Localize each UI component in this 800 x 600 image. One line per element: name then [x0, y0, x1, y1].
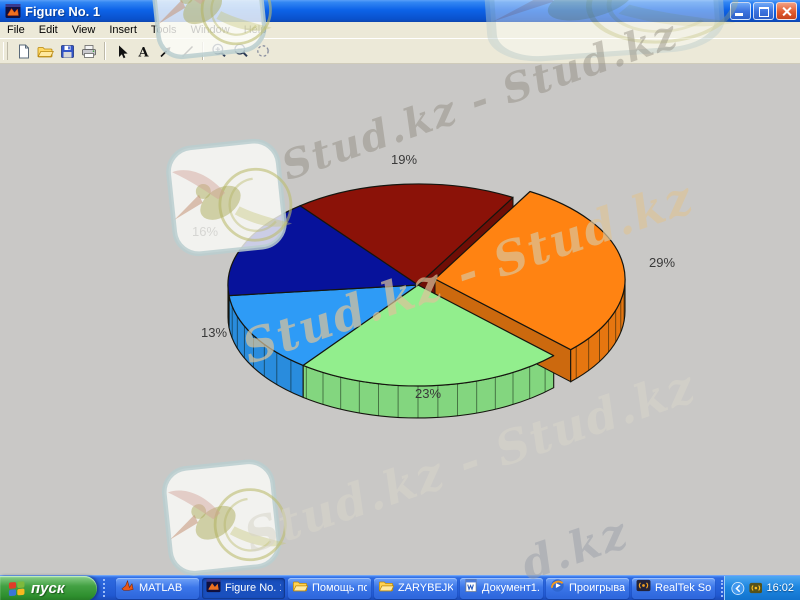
quicklaunch-separator[interactable]	[103, 579, 111, 597]
taskbar-button-label: Помощь по...	[312, 582, 367, 594]
pie-label-23%: 23%	[415, 386, 441, 401]
toolbar-grip[interactable]	[3, 42, 8, 60]
start-button[interactable]: пуск	[0, 575, 97, 600]
menu-item-file[interactable]: File	[7, 24, 25, 36]
realtek-icon	[636, 579, 651, 597]
window-title: Figure No. 1	[25, 3, 101, 19]
folder-icon	[292, 579, 309, 598]
taskbar-button-5[interactable]: Проигрыва...	[546, 577, 629, 599]
menu-item-window[interactable]: Window	[190, 24, 230, 36]
pie-label-13%: 13%	[201, 325, 227, 340]
close-button[interactable]	[776, 2, 797, 20]
taskbar-button-3[interactable]: ZARYBEJKA	[374, 577, 457, 599]
folder-icon	[378, 579, 395, 598]
taskbar-button-0[interactable]: MATLAB	[116, 577, 199, 599]
system-tray: 16:02	[724, 576, 800, 600]
minimize-button[interactable]	[730, 2, 751, 20]
pie3d-chart[interactable]: 19% 29% 23% 13% 16%	[0, 64, 800, 575]
taskbar-button-label: Проигрыва...	[569, 582, 625, 594]
taskbar: пуск MATLAB Figure No. 1 Помощь по... ZARYB…	[0, 575, 800, 600]
start-label: пуск	[31, 579, 65, 597]
new-figure-icon[interactable]	[12, 41, 34, 62]
taskbar-button-label: Документ1...	[482, 582, 539, 594]
menu-item-insert[interactable]: Insert	[109, 24, 137, 36]
taskbar-button-label: RealTek So...	[655, 582, 711, 594]
rotate3d-icon[interactable]	[252, 41, 274, 62]
word-doc-icon	[464, 578, 478, 598]
arrow-cursor-icon[interactable]	[110, 41, 132, 62]
tray-separator	[721, 580, 723, 597]
window-titlebar[interactable]: Figure No. 1	[0, 0, 800, 22]
taskbar-button-6[interactable]: RealTek So...	[632, 577, 715, 599]
windows-flag-icon	[8, 580, 25, 596]
toolbar: A	[0, 39, 800, 64]
pie-label-19%: 19%	[391, 152, 417, 167]
pie-label-29%: 29%	[649, 255, 675, 270]
menu-item-help[interactable]: Help	[243, 24, 267, 36]
text-tool-icon[interactable]: A	[132, 41, 154, 62]
toolbar-separator	[202, 42, 204, 60]
close-icon	[777, 3, 796, 19]
toolbar-separator	[104, 42, 106, 60]
taskbar-button-label: MATLAB	[139, 582, 183, 594]
pie-label-16%: 16%	[192, 224, 218, 239]
print-icon[interactable]	[78, 41, 100, 62]
clock: 16:02	[766, 582, 794, 594]
taskbar-button-4[interactable]: Документ1...	[460, 577, 543, 599]
save-icon[interactable]	[56, 41, 78, 62]
taskbar-buttons: MATLAB Figure No. 1 Помощь по... ZARYBEJKA Д…	[116, 577, 715, 599]
taskbar-button-2[interactable]: Помощь по...	[288, 577, 371, 599]
media-player-icon	[550, 578, 565, 598]
figure-canvas[interactable]: 19% 29% 23% 13% 16%	[0, 64, 800, 575]
figure-icon	[206, 578, 221, 598]
realtek-sound-icon[interactable]	[749, 581, 763, 595]
svg-text:A: A	[137, 45, 149, 60]
menu-item-tools[interactable]: Tools	[150, 24, 177, 36]
restore-icon	[759, 7, 769, 17]
menu-item-edit[interactable]: Edit	[38, 24, 58, 36]
minimize-icon	[735, 13, 743, 16]
menu-item-view[interactable]: View	[71, 24, 96, 36]
collapse-chevron-icon[interactable]	[731, 581, 745, 596]
matlab-icon	[120, 578, 135, 598]
zoom-out-icon[interactable]	[230, 41, 252, 62]
taskbar-button-1[interactable]: Figure No. 1	[202, 577, 285, 599]
open-icon[interactable]	[34, 41, 56, 62]
matlab-figure-icon	[5, 4, 21, 18]
zoom-in-icon[interactable]	[208, 41, 230, 62]
taskbar-button-label: Figure No. 1	[225, 582, 281, 594]
menu-bar: File Edit View Insert Tools Window Help	[0, 22, 800, 39]
restore-button[interactable]	[753, 2, 774, 20]
annotation-arrow-icon[interactable]	[154, 41, 176, 62]
line-tool-icon[interactable]	[176, 41, 198, 62]
taskbar-button-label: ZARYBEJKA	[398, 582, 453, 594]
